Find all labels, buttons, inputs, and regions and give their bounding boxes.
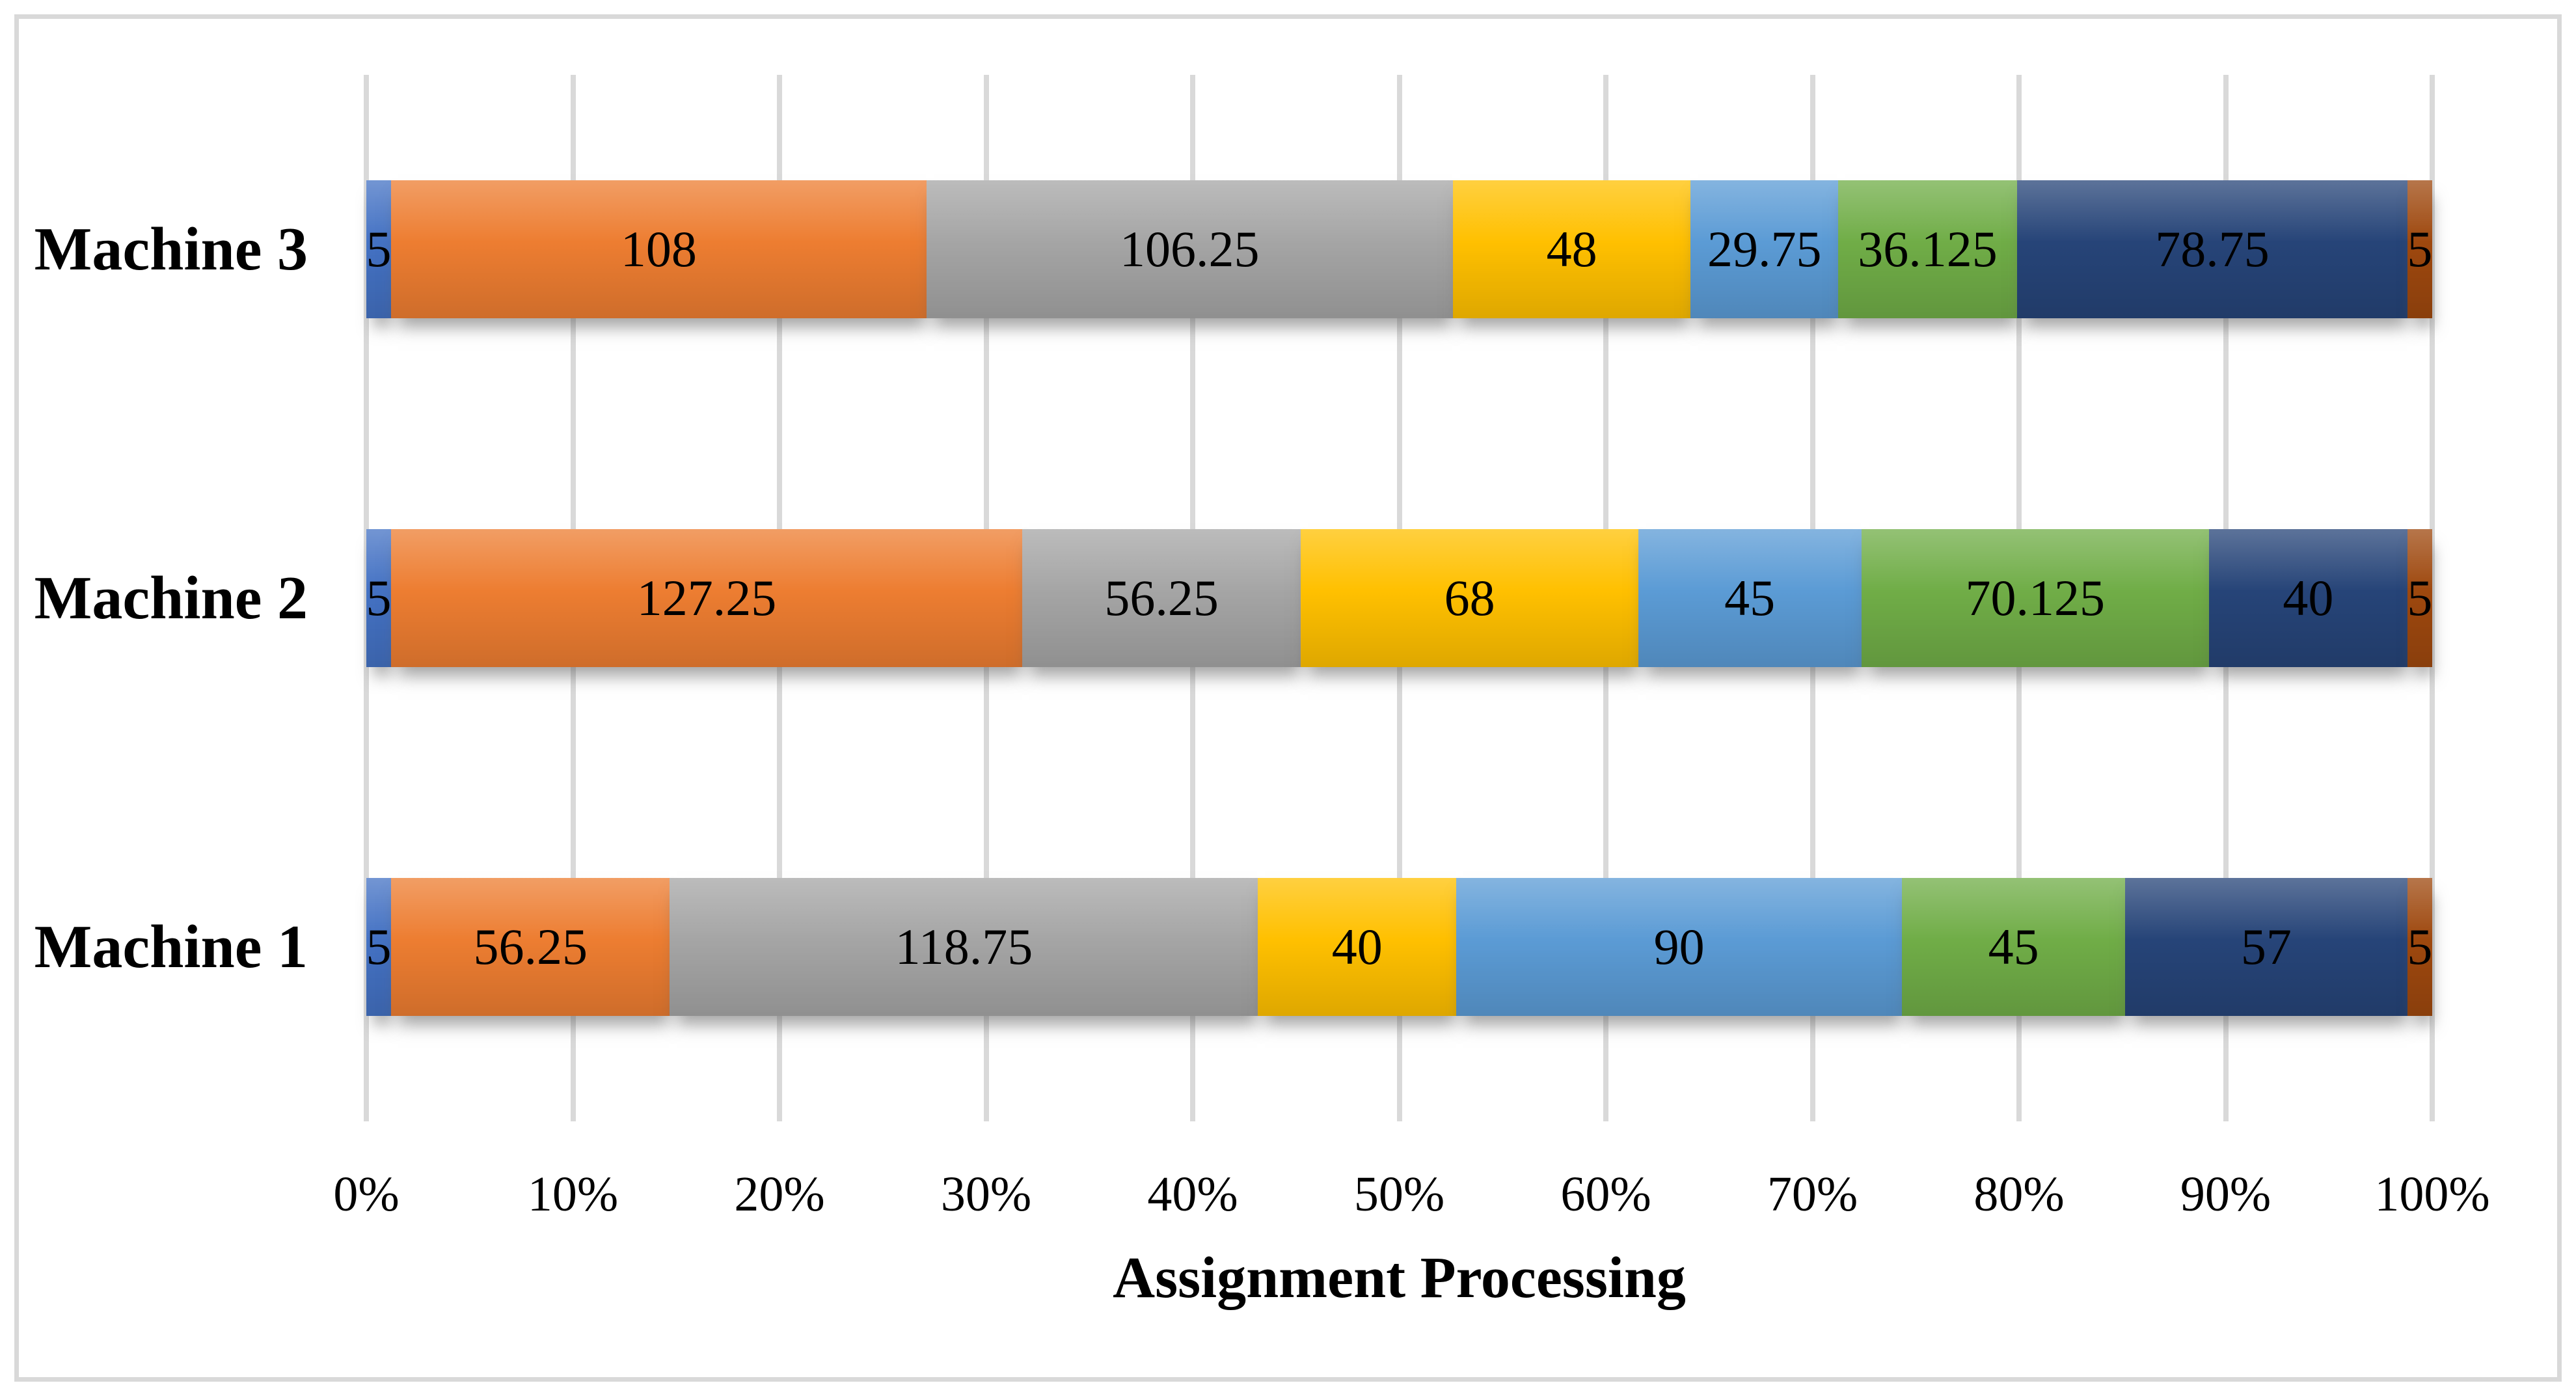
bar-segment: 40 [1258, 878, 1457, 1016]
bar-segment-label: 5 [2407, 918, 2433, 975]
category-label: Machine 3 [34, 215, 308, 283]
x-tick-label: 60% [1560, 1167, 1651, 1222]
gridline [2430, 75, 2435, 1121]
x-tick-label: 90% [2180, 1167, 2271, 1222]
bar-segment: 5 [2407, 878, 2432, 1016]
bar-segment-label: 36.125 [1858, 221, 1998, 277]
bar-segment: 90 [1456, 878, 1903, 1016]
bar-segment-label: 56.25 [473, 918, 588, 975]
bar-segment: 118.75 [670, 878, 1258, 1016]
x-axis-title: Assignment Processing [1113, 1246, 1686, 1310]
bar-segment: 36.125 [1837, 180, 2018, 318]
plot-area: 5 108 106.25 48 29.75 36.125 78.75 5 5 127.25 56.2… [364, 75, 2435, 1121]
bar-segment-label: 5 [366, 221, 392, 277]
bar-segment-label: 90 [1653, 918, 1705, 975]
bar-segment: 57 [2124, 878, 2407, 1016]
x-tick-label: 0% [333, 1167, 400, 1222]
bar-segment: 48 [1452, 180, 1691, 318]
bar-segment-label: 5 [2407, 221, 2433, 277]
x-tick-label: 40% [1147, 1167, 1238, 1222]
bar-segment: 56.25 [391, 878, 670, 1016]
bar-segment: 40 [2209, 529, 2407, 667]
bar-segment-label: 57 [2240, 918, 2292, 975]
bar-segment: 45 [1638, 529, 1862, 667]
bar-segment-label: 78.75 [2155, 221, 2270, 277]
bar-segment-label: 127.25 [636, 569, 777, 626]
bar-segment: 29.75 [1690, 180, 1838, 318]
bar-segment-label: 40 [1331, 918, 1383, 975]
bar-segment: 56.25 [1022, 529, 1301, 667]
bar-segment-label: 45 [1724, 569, 1776, 626]
bar-segment-label: 45 [1988, 918, 2039, 975]
bar-segment: 108 [391, 180, 927, 318]
bar-segment-label: 118.75 [895, 918, 1033, 975]
category-label: Machine 1 [34, 913, 308, 981]
bar-segment: 78.75 [2017, 180, 2407, 318]
x-tick-label: 30% [940, 1167, 1032, 1222]
x-tick-label: 10% [527, 1167, 619, 1222]
bar-segment: 68 [1301, 529, 1638, 667]
bar-segment-label: 70.125 [1965, 569, 2106, 626]
bar-segment-label: 106.25 [1119, 221, 1260, 277]
x-tick-label: 100% [2374, 1167, 2490, 1222]
category-label: Machine 2 [34, 564, 308, 632]
bar-row: 5 108 106.25 48 29.75 36.125 78.75 5 [366, 180, 2432, 318]
bar-segment: 5 [366, 529, 392, 667]
bar-segment: 127.25 [391, 529, 1022, 667]
bar-segment-label: 5 [2407, 569, 2433, 626]
bar-segment-label: 5 [366, 918, 392, 975]
x-tick-label: 80% [1973, 1167, 2065, 1222]
bar-row: 5 127.25 56.25 68 45 70.125 40 5 [366, 529, 2432, 667]
bar-segment: 5 [2407, 180, 2432, 318]
bar-segment-label: 40 [2283, 569, 2334, 626]
x-tick-label: 70% [1767, 1167, 1858, 1222]
bar-segment-label: 56.25 [1104, 569, 1219, 626]
bar-segment-label: 5 [366, 569, 392, 626]
x-tick-label: 50% [1353, 1167, 1445, 1222]
bar-segment: 5 [366, 878, 392, 1016]
bar-segment: 106.25 [926, 180, 1453, 318]
bar-segment-label: 68 [1444, 569, 1495, 626]
bar-segment-label: 108 [620, 221, 697, 277]
bar-segment-label: 29.75 [1707, 221, 1822, 277]
bar-row: 5 56.25 118.75 40 90 45 57 5 [366, 878, 2432, 1016]
bar-segment: 5 [366, 180, 392, 318]
bar-segment: 5 [2407, 529, 2432, 667]
x-tick-label: 20% [734, 1167, 825, 1222]
bar-segment: 70.125 [1861, 529, 2209, 667]
bar-segment: 45 [1902, 878, 2125, 1016]
bar-segment-label: 48 [1546, 221, 1597, 277]
